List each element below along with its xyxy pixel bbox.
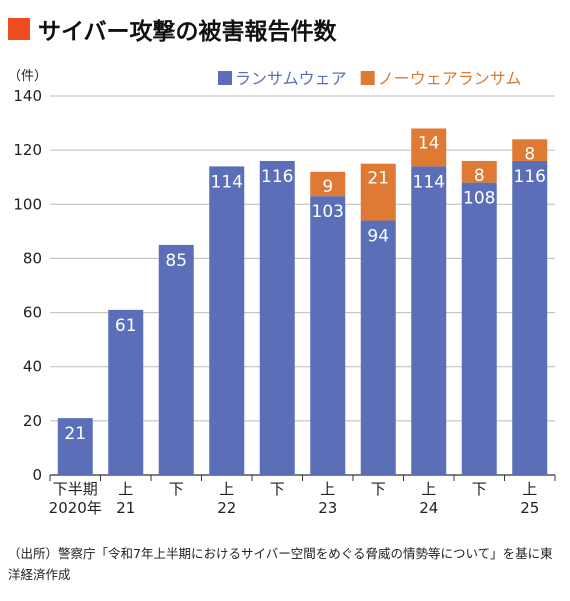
data-label-ransomware: 116 [261,167,293,187]
bar-ransomware [310,196,346,475]
data-label-ransomware: 103 [312,202,344,222]
bar-ransomware [259,160,295,475]
y-tick-label: 140 [13,87,42,105]
x-tick-label: 23 [318,499,337,517]
bar-noware [360,163,396,221]
data-label-ransomware: 21 [64,424,86,444]
bar-noware [310,171,346,197]
x-tick-label: 下 [472,480,487,498]
title-marker-icon [8,18,30,40]
stacked-bar-chart: 0 20 40 60 80 100 120 140 （件） ランサムウェア ノーウェアランサム 21 下… [8,69,556,517]
y-tick-label: 80 [23,249,42,267]
x-tick-label: 下 [371,480,386,498]
bar-ransomware [209,166,245,475]
data-label-ransomware: 114 [211,172,243,192]
y-tick-label: 120 [13,141,42,159]
legend-label: ランサムウェア [235,69,347,88]
y-tick-label: 40 [23,358,42,376]
legend-swatch [360,71,375,85]
bar-noware [461,160,497,183]
x-tick-label: 上 [320,480,335,498]
bar-ransomware [57,418,93,475]
bar-ransomware [461,182,497,475]
data-label-noware: 14 [418,133,440,153]
chart-title-row: サイバー攻撃の被害報告件数 [8,14,337,45]
data-label-ransomware: 94 [367,227,389,247]
data-label-noware: 21 [367,169,389,189]
bar-noware [411,128,447,167]
x-tick-label: 24 [419,499,438,517]
legend-label: ノーウェアランサム [378,69,522,88]
x-tick-label: 下 [270,480,285,498]
x-tick-label: 2020年 [49,499,102,517]
x-tick-label: 22 [217,499,236,517]
data-label-noware: 8 [474,166,485,186]
x-tick-label: 下 [169,480,184,498]
x-tick-label: 下半期 [53,480,98,498]
bar-ransomware [108,309,144,475]
y-tick-label: 0 [32,466,42,484]
data-label-ransomware: 108 [463,189,495,209]
bar-ransomware [411,166,447,475]
data-label-ransomware: 116 [514,167,546,187]
data-label-ransomware: 85 [165,251,187,271]
y-axis-label: （件） [8,69,47,84]
data-label-noware: 9 [322,177,333,197]
bar-ransomware [360,220,396,475]
y-tick-label: 20 [23,412,42,430]
bar-noware [512,139,548,161]
x-tick-label: 上 [118,480,133,498]
y-tick-label: 60 [23,304,42,322]
x-tick-label: 25 [520,499,539,517]
bar-ransomware [158,244,194,475]
data-label-noware: 8 [524,144,535,164]
x-tick-label: 21 [116,499,135,517]
source-note: （出所）警察庁「令和7年上半期におけるサイバー空間をめぐる脅威の情勢等について」… [8,546,553,582]
x-tick-label: 上 [421,480,436,498]
x-tick-label: 上 [522,480,537,498]
y-tick-label: 100 [13,195,42,213]
data-label-ransomware: 114 [413,172,445,192]
data-label-ransomware: 61 [115,316,137,336]
chart-title: サイバー攻撃の被害報告件数 [38,19,337,45]
bar-ransomware [512,160,548,475]
x-tick-label: 上 [219,480,234,498]
legend-swatch [218,71,232,85]
